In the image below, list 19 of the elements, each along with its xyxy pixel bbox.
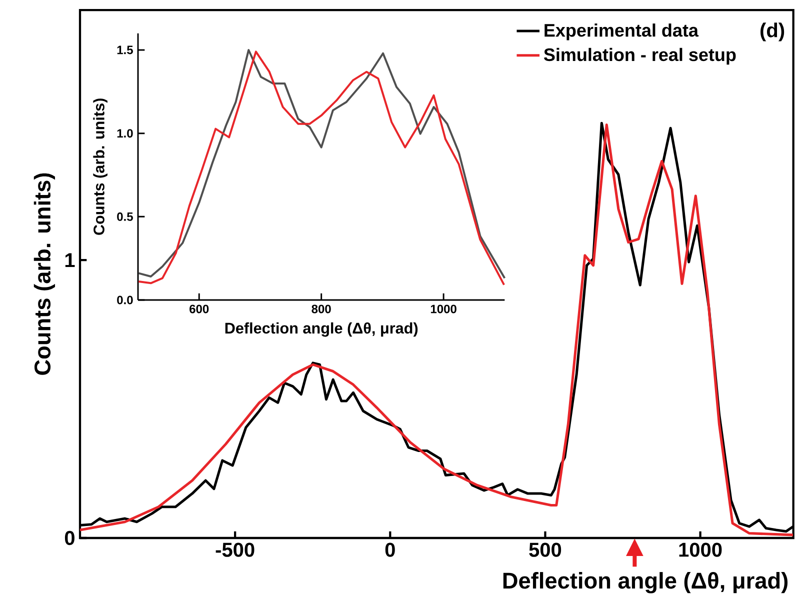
y-axis-title: Counts (arb. units) <box>93 98 108 235</box>
x-tick-label: 800 <box>312 304 331 314</box>
y-tick-label: 1.0 <box>117 129 133 138</box>
x-tick-label: 0 <box>385 542 395 557</box>
x-tick-label: 1000 <box>679 542 722 557</box>
y-tick-label: 0.5 <box>117 212 133 221</box>
x-tick-label: 1000 <box>430 304 456 314</box>
x-tick-label: -500 <box>216 542 254 557</box>
annotation: (d) <box>760 22 784 42</box>
x-tick-label: 600 <box>190 304 209 314</box>
legend-label: Experimental data <box>544 24 699 40</box>
y-tick-label: 0.0 <box>117 296 133 304</box>
y-tick-label: 1 <box>65 253 75 267</box>
x-axis-title: Deflection angle (Δθ, μrad) <box>503 572 788 594</box>
legend-label: Simulation - real setup <box>544 48 736 65</box>
y-axis-title: Counts (arb. units) <box>34 173 56 375</box>
x-tick-label: 500 <box>529 542 562 557</box>
y-tick-label: 1.5 <box>117 46 133 54</box>
x-axis-title: Deflection angle (Δθ, μrad) <box>225 322 418 337</box>
